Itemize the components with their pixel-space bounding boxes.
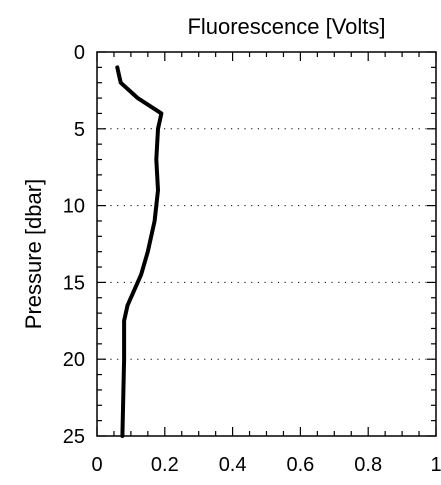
axis-tick-labels: 0 5 10 15 20 25 0 0.2 0.4 0.6 0.8 1	[63, 42, 441, 476]
y-tick-label: 20	[63, 349, 85, 371]
y-tick-label: 25	[63, 426, 85, 448]
grid-lines	[97, 128, 436, 360]
x-tick-label: 0	[91, 454, 102, 476]
axis-ticks	[96, 51, 437, 437]
y-tick-label: 10	[63, 196, 85, 218]
x-tick-label: 1	[430, 454, 441, 476]
x-tick-label: 0.6	[286, 454, 314, 476]
x-tick-label: 0.4	[219, 454, 247, 476]
x-tick-label: 0.2	[151, 454, 179, 476]
x-axis-title: Fluorescence [Volts]	[187, 14, 385, 39]
series-layer	[115, 65, 164, 438]
x-tick-label: 0.8	[354, 454, 382, 476]
y-axis-title: Pressure [dbar]	[21, 179, 46, 329]
y-tick-label: 0	[74, 42, 85, 64]
y-tick-label: 15	[63, 272, 85, 294]
series-line	[115, 65, 164, 438]
y-tick-label: 5	[74, 119, 85, 141]
